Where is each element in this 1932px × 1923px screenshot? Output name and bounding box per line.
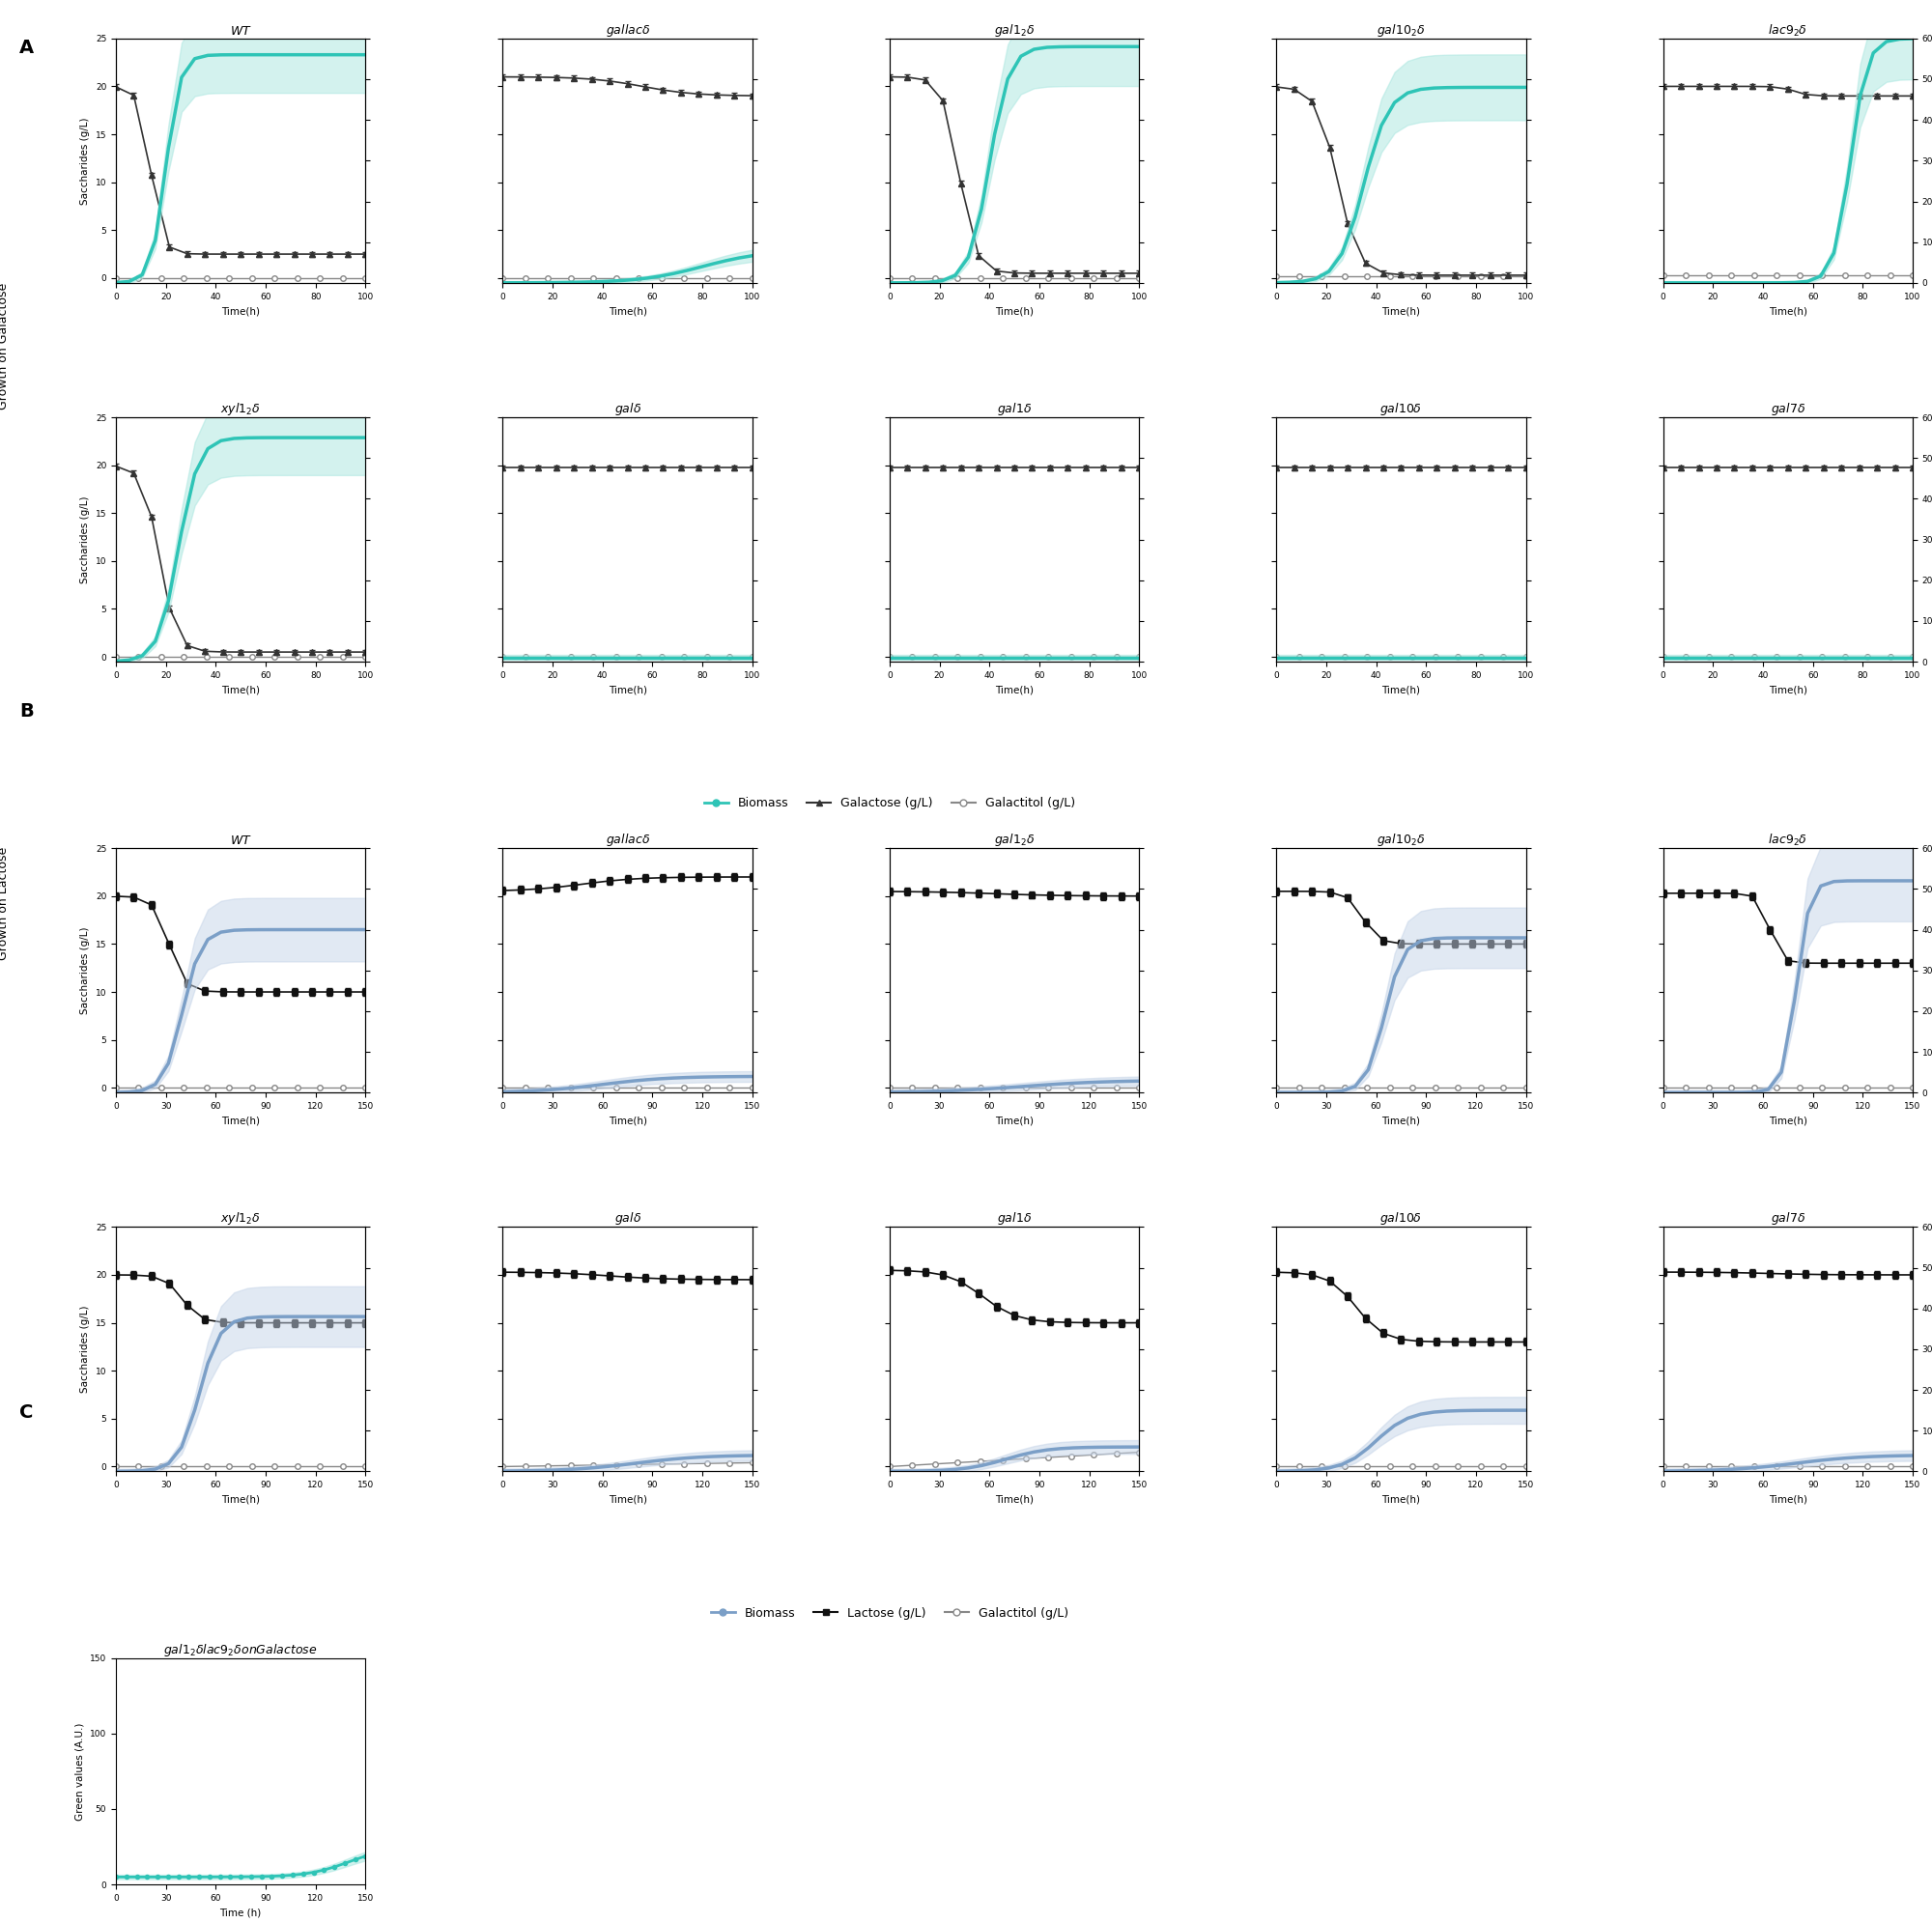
X-axis label: Time(h): Time(h) bbox=[222, 306, 261, 315]
X-axis label: Time(h): Time(h) bbox=[1768, 306, 1806, 315]
Title: $\it{galδ}$: $\it{galδ}$ bbox=[614, 400, 641, 417]
X-axis label: Time(h): Time(h) bbox=[609, 306, 647, 315]
Title: $\it{gallacδ}$: $\it{gallacδ}$ bbox=[605, 833, 649, 848]
Title: $\it{gal1δ}$: $\it{gal1δ}$ bbox=[997, 400, 1032, 417]
Title: $\it{gal10_2δ}$: $\it{gal10_2δ}$ bbox=[1378, 833, 1426, 848]
Title: $\it{gal10_2δ}$: $\it{gal10_2δ}$ bbox=[1378, 21, 1426, 38]
X-axis label: Time(h): Time(h) bbox=[609, 1494, 647, 1504]
X-axis label: Time(h): Time(h) bbox=[222, 1115, 261, 1125]
X-axis label: Time(h): Time(h) bbox=[1381, 1494, 1420, 1504]
X-axis label: Time(h): Time(h) bbox=[1381, 685, 1420, 694]
Title: $\it{gallacδ}$: $\it{gallacδ}$ bbox=[605, 21, 649, 38]
Text: Growth on Galactose: Growth on Galactose bbox=[0, 283, 10, 410]
X-axis label: Time (h): Time (h) bbox=[220, 1908, 261, 1917]
Title: $\it{galδ}$: $\it{galδ}$ bbox=[614, 1211, 641, 1227]
Y-axis label: Saccharides (g/L): Saccharides (g/L) bbox=[81, 496, 91, 583]
X-axis label: Time(h): Time(h) bbox=[1768, 685, 1806, 694]
Text: Growth on Lactose: Growth on Lactose bbox=[0, 848, 10, 960]
Y-axis label: Green values (A.U.): Green values (A.U.) bbox=[75, 1723, 85, 1821]
Y-axis label: Saccharides (g/L): Saccharides (g/L) bbox=[81, 927, 91, 1013]
Title: $\it{gal1_2δ}$: $\it{gal1_2δ}$ bbox=[993, 833, 1036, 848]
Text: A: A bbox=[19, 38, 35, 58]
X-axis label: Time(h): Time(h) bbox=[222, 1494, 261, 1504]
Title: $\it{gal1_2δ}$: $\it{gal1_2δ}$ bbox=[993, 21, 1036, 38]
X-axis label: Time(h): Time(h) bbox=[1381, 306, 1420, 315]
Title: $\it{gal1_2δlac9_2δ on Galactose}$: $\it{gal1_2δlac9_2δ on Galactose}$ bbox=[164, 1642, 317, 1658]
Title: $\it{xyl1_2δ}$: $\it{xyl1_2δ}$ bbox=[220, 400, 261, 417]
Title: $\it{lac9_2δ}$: $\it{lac9_2δ}$ bbox=[1768, 23, 1808, 38]
X-axis label: Time(h): Time(h) bbox=[995, 1115, 1034, 1125]
Text: B: B bbox=[19, 702, 33, 721]
Text: C: C bbox=[19, 1404, 33, 1423]
Title: $\it{gal7δ}$: $\it{gal7δ}$ bbox=[1770, 1211, 1804, 1227]
Title: $\it{gal7δ}$: $\it{gal7δ}$ bbox=[1770, 400, 1804, 417]
X-axis label: Time(h): Time(h) bbox=[995, 1494, 1034, 1504]
X-axis label: Time(h): Time(h) bbox=[995, 685, 1034, 694]
X-axis label: Time(h): Time(h) bbox=[995, 306, 1034, 315]
X-axis label: Time(h): Time(h) bbox=[1768, 1494, 1806, 1504]
Title: $\it{xyl1_2δ}$: $\it{xyl1_2δ}$ bbox=[220, 1211, 261, 1227]
X-axis label: Time(h): Time(h) bbox=[222, 685, 261, 694]
Title: $\it{gal1δ}$: $\it{gal1δ}$ bbox=[997, 1211, 1032, 1227]
Title: $\it{lac9_2δ}$: $\it{lac9_2δ}$ bbox=[1768, 833, 1808, 848]
Legend: Biomass, Lactose (g/L), Galactitol (g/L): Biomass, Lactose (g/L), Galactitol (g/L) bbox=[705, 1602, 1072, 1625]
X-axis label: Time(h): Time(h) bbox=[609, 1115, 647, 1125]
Y-axis label: Saccharides (g/L): Saccharides (g/L) bbox=[81, 117, 91, 204]
Title: $\it{gal10δ}$: $\it{gal10δ}$ bbox=[1379, 1211, 1422, 1227]
Title: $\it{gal10δ}$: $\it{gal10δ}$ bbox=[1379, 400, 1422, 417]
Y-axis label: Saccharides (g/L): Saccharides (g/L) bbox=[81, 1306, 91, 1392]
Title: $\it{WT}$: $\it{WT}$ bbox=[230, 25, 251, 37]
X-axis label: Time(h): Time(h) bbox=[1381, 1115, 1420, 1125]
X-axis label: Time(h): Time(h) bbox=[1768, 1115, 1806, 1125]
Legend: Biomass, Galactose (g/L), Galactitol (g/L): Biomass, Galactose (g/L), Galactitol (g/… bbox=[699, 792, 1080, 815]
Title: $\it{WT}$: $\it{WT}$ bbox=[230, 835, 251, 846]
X-axis label: Time(h): Time(h) bbox=[609, 685, 647, 694]
